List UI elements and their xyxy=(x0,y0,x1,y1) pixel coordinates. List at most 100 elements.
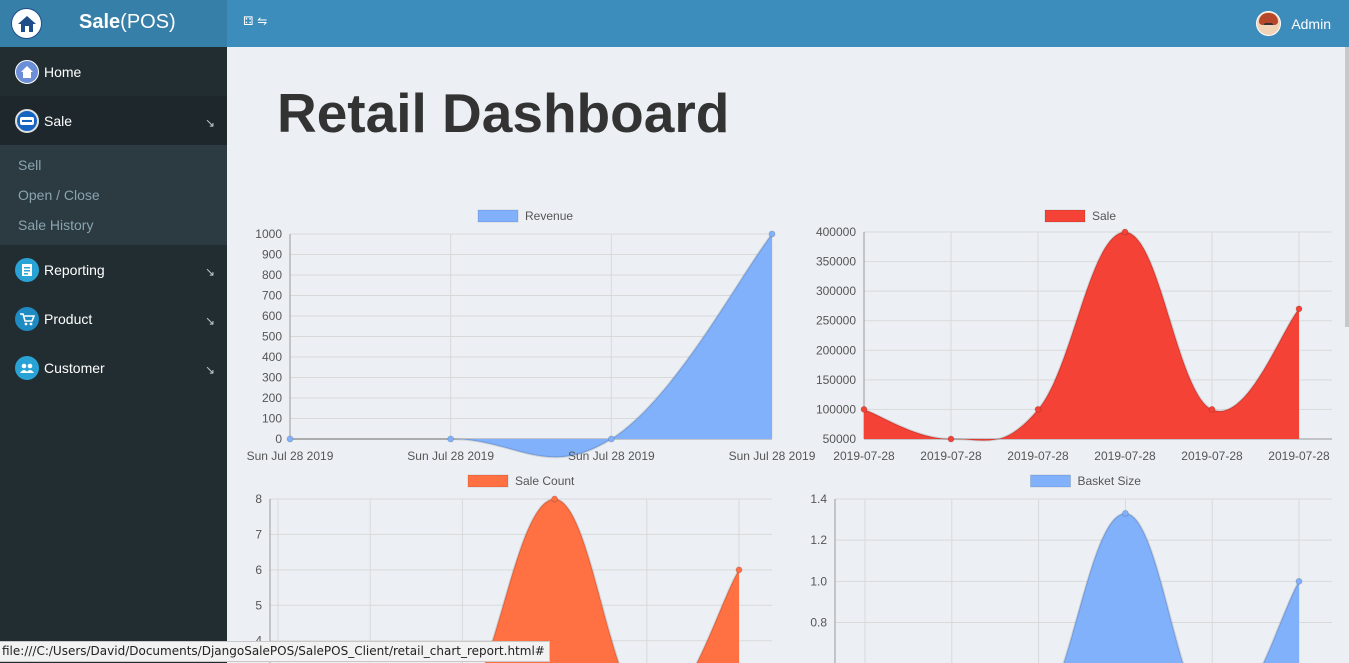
x-tick-label: Sun Jul 28 2019 xyxy=(568,449,655,463)
sidebar-toggle-button[interactable]: ⚃ ⇋ xyxy=(243,14,268,28)
x-tick-label: Sun Jul 28 2019 xyxy=(247,449,334,463)
y-tick-label: 1.2 xyxy=(810,533,827,547)
top-navbar: ⚃ ⇋ Admin xyxy=(227,0,1349,47)
y-tick-label: 150000 xyxy=(816,373,856,387)
y-tick-label: 300000 xyxy=(816,284,856,298)
x-tick-label: 2019-07-28 xyxy=(1181,449,1243,463)
home-icon xyxy=(15,59,39,84)
sale-icon xyxy=(15,108,39,133)
submenu-item-sell[interactable]: Sell xyxy=(18,157,42,173)
app-logo-text: Sale(POS) xyxy=(79,11,176,34)
page-title: Retail Dashboard xyxy=(277,82,730,144)
data-point xyxy=(947,435,955,443)
y-tick-label: 400000 xyxy=(816,225,856,239)
sidebar-item-sale[interactable]: Sale ↘ xyxy=(0,96,227,145)
y-tick-label: 800 xyxy=(262,268,282,282)
series-line xyxy=(290,233,773,459)
x-tick-label: 2019-07-28 xyxy=(920,449,982,463)
y-tick-label: 250000 xyxy=(816,314,856,328)
y-tick-label: 1000 xyxy=(255,227,282,241)
y-tick-label: 100000 xyxy=(816,402,856,416)
sale-chart: 50000 100000 150000 200000 250000 300000 35000… xyxy=(787,202,1347,467)
x-tick-label: Sun Jul 28 2019 xyxy=(729,449,816,463)
basket-size-chart-svg: 0.8 1.0 1.2 1.4 Basket Size xyxy=(810,474,1332,663)
users-icon xyxy=(15,355,39,380)
basket-size-chart: 0.8 1.0 1.2 1.4 Basket Size xyxy=(787,467,1347,663)
report-icon xyxy=(15,257,39,282)
series-area xyxy=(290,234,772,458)
data-point xyxy=(735,566,743,574)
data-point xyxy=(1208,405,1216,413)
logo-house-icon xyxy=(11,8,42,39)
y-tick-label: 200 xyxy=(262,391,282,405)
y-tick-label: 100 xyxy=(262,412,282,426)
y-tick-label: 350000 xyxy=(816,255,856,269)
y-tick-label: 1.0 xyxy=(810,574,827,588)
y-tick-label: 200000 xyxy=(816,343,856,357)
legend-swatch xyxy=(477,209,519,223)
data-point xyxy=(551,495,559,503)
y-tick-label: 900 xyxy=(262,248,282,262)
x-tick-label: 2019-07-28 xyxy=(833,449,895,463)
page-scrollbar[interactable] xyxy=(1345,47,1349,327)
sale-chart-svg: 50000 100000 150000 200000 250000 300000 35000… xyxy=(816,209,1332,463)
y-tick-label: 600 xyxy=(262,309,282,323)
y-tick-label: 6 xyxy=(255,563,262,577)
logo-bar[interactable]: Sale(POS) xyxy=(0,0,227,47)
revenue-chart-svg: 0 100 200 300 400 500 600 700 800 900 1000 Sun Jul … xyxy=(247,209,816,463)
sidebar-item-label: Sale xyxy=(44,112,73,129)
y-tick-label: 500 xyxy=(262,330,282,344)
legend-swatch xyxy=(1030,474,1071,488)
data-point xyxy=(1295,577,1303,585)
legend-swatch xyxy=(467,474,509,488)
y-tick-label: 400 xyxy=(262,350,282,364)
y-tick-label: 5 xyxy=(255,598,262,612)
sale-submenu: Sell Open / Close Sale History xyxy=(0,145,227,245)
submenu-item-open-close[interactable]: Open / Close xyxy=(18,187,100,203)
legend-swatch xyxy=(1044,209,1086,223)
sidebar-item-product[interactable]: Product ↘ xyxy=(0,294,227,343)
series-line xyxy=(1062,512,1300,663)
user-menu[interactable]: Admin xyxy=(1256,11,1331,36)
y-tick-label: 1.4 xyxy=(810,492,827,506)
y-tick-label: 7 xyxy=(255,527,262,541)
data-point xyxy=(768,230,776,238)
data-point xyxy=(1034,405,1042,413)
legend-label: Revenue xyxy=(525,209,573,223)
user-avatar-icon xyxy=(1256,11,1282,36)
y-tick-label: 700 xyxy=(262,289,282,303)
sidebar-item-customer[interactable]: Customer ↘ xyxy=(0,343,227,392)
y-tick-label: 8 xyxy=(255,492,262,506)
y-tick-label: 300 xyxy=(262,371,282,385)
legend-label: Basket Size xyxy=(1078,474,1142,488)
series-line xyxy=(484,497,740,663)
logo-rest: (POS) xyxy=(120,11,176,33)
data-point xyxy=(1295,305,1303,313)
data-point xyxy=(286,435,294,443)
series-area xyxy=(864,232,1299,441)
y-tick-label: 50000 xyxy=(823,432,857,446)
data-point xyxy=(447,435,455,443)
sidebar-item-home[interactable]: Home xyxy=(0,47,227,96)
x-tick-label: 2019-07-28 xyxy=(1094,449,1156,463)
series-area xyxy=(485,499,739,663)
data-point xyxy=(1121,509,1129,517)
data-point xyxy=(607,435,615,443)
sale-count-chart-svg: 4 5 6 7 8 Sale Count xyxy=(255,474,772,663)
cart-icon xyxy=(15,306,39,331)
x-tick-label: Sun Jul 28 2019 xyxy=(407,449,494,463)
y-tick-label: 0 xyxy=(275,432,282,446)
legend-label: Sale xyxy=(1092,209,1116,223)
sidebar-item-label: Reporting xyxy=(44,261,105,278)
revenue-chart: 0 100 200 300 400 500 600 700 800 900 1000 Sun Jul … xyxy=(227,202,816,467)
data-point xyxy=(1121,228,1129,236)
y-tick-label: 0.8 xyxy=(810,616,827,630)
main-content: Retail Dashboard 0 100 200 300 400 500 600 700 8… xyxy=(227,47,1349,663)
expand-arrow-icon: ↘ xyxy=(204,314,215,328)
series-area xyxy=(1063,513,1299,663)
sidebar: Home Sale ↘ Sell Open / Close Sale Histo… xyxy=(0,47,227,663)
sidebar-item-reporting[interactable]: Reporting ↘ xyxy=(0,245,227,294)
sidebar-item-label: Home xyxy=(44,63,82,80)
logo-bold: Sale xyxy=(79,11,121,33)
submenu-item-sale-history[interactable]: Sale History xyxy=(18,217,94,233)
